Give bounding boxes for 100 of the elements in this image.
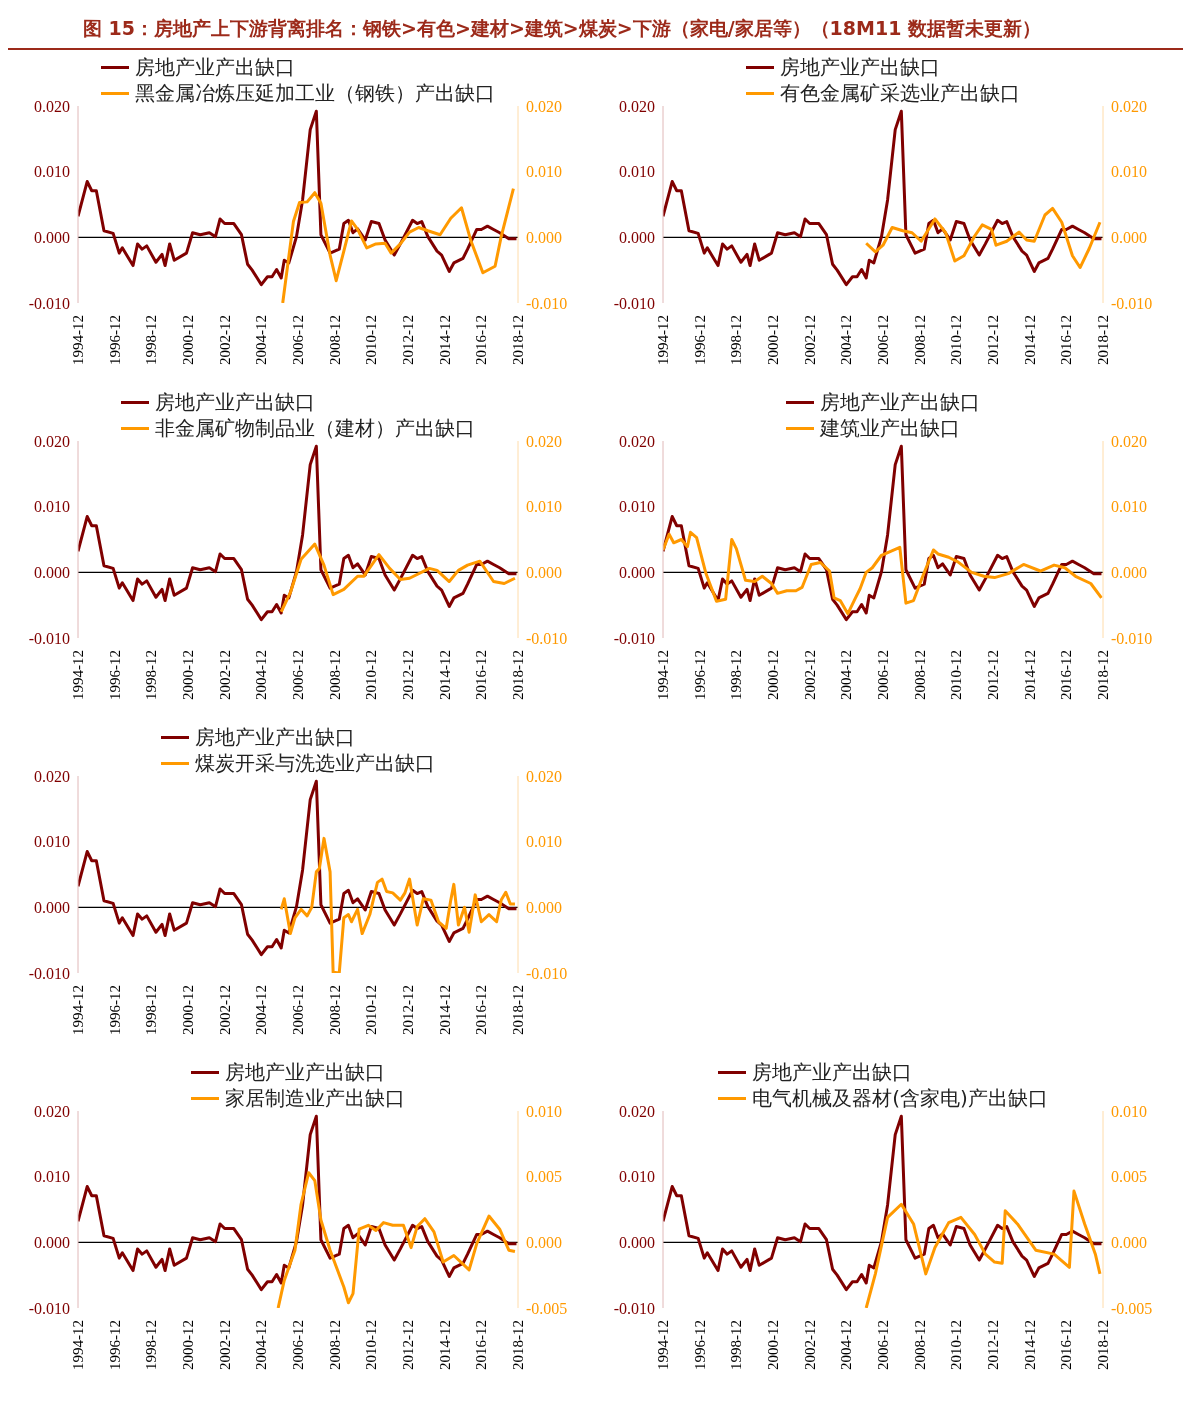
x-tick-label: 2006-12 (290, 985, 306, 1035)
y2-tick-label: -0.010 (526, 629, 568, 647)
y-tick-label: -0.010 (28, 294, 70, 312)
legend-label: 房地产业产出缺口 (780, 54, 940, 80)
line-series (663, 530, 1103, 616)
x-tick-label: 2010-12 (948, 650, 965, 700)
y2-tick-label: 0.010 (526, 163, 562, 181)
y-tick-label: -0.010 (613, 629, 655, 647)
y-tick-label: 0.010 (34, 1168, 70, 1186)
x-tick-label: 1994-12 (655, 315, 671, 365)
y2-tick-label: -0.010 (526, 964, 568, 982)
x-tick-label: 2016-12 (1058, 650, 1075, 700)
x-tick-label: 2004-12 (838, 1320, 855, 1370)
x-tick-label: 2002-12 (216, 1320, 233, 1370)
x-tick-label: 2006-12 (875, 650, 891, 700)
x-tick-label: 2014-12 (436, 1320, 453, 1370)
x-tick-label: 2014-12 (436, 650, 453, 700)
y2-tick-label: 0.020 (1111, 97, 1147, 115)
x-tick-label: 2012-12 (400, 985, 416, 1035)
x-tick-label: 2004-12 (253, 985, 270, 1035)
line-series (78, 444, 518, 622)
x-tick-label: 2012-12 (985, 650, 1001, 700)
y-tick-label: 0.000 (619, 1234, 655, 1252)
y-tick-label: -0.010 (28, 629, 70, 647)
y-tick-label: 0.020 (34, 767, 70, 785)
x-tick-label: 2008-12 (911, 650, 928, 700)
y2-tick-label: 0.005 (526, 1168, 562, 1186)
y-tick-label: 0.020 (619, 1102, 655, 1120)
x-tick-label: 1994-12 (70, 985, 86, 1035)
y-tick-label: 0.010 (619, 163, 655, 181)
y-tick-label: 0.020 (619, 97, 655, 115)
y-tick-label: 0.020 (34, 97, 70, 115)
y-tick-label: 0.000 (34, 564, 70, 582)
x-tick-label: 2006-12 (290, 650, 306, 700)
x-tick-label: 1996-12 (106, 650, 123, 700)
x-tick-label: 2010-12 (363, 985, 380, 1035)
x-tick-label: 2000-12 (180, 985, 196, 1035)
y-tick-label: 0.010 (619, 1168, 655, 1186)
x-tick-label: 2012-12 (400, 1320, 416, 1370)
legend-label: 煤炭开采与洗选业产出缺口 (195, 750, 435, 776)
y2-tick-label: 0.000 (1111, 1234, 1147, 1252)
y2-tick-label: -0.005 (526, 1299, 568, 1317)
x-tick-label: 2000-12 (765, 315, 781, 365)
x-tick-label: 2018-12 (510, 1320, 526, 1370)
x-tick-label: 2010-12 (363, 315, 380, 365)
x-tick-label: 1994-12 (70, 315, 86, 365)
y-tick-label: 0.010 (34, 498, 70, 516)
x-tick-label: 1998-12 (728, 1320, 745, 1370)
y-tick-label: 0.020 (34, 432, 70, 450)
y2-tick-label: 0.010 (1111, 1102, 1147, 1120)
x-tick-label: 1994-12 (655, 1320, 671, 1370)
x-tick-label: 2018-12 (510, 315, 526, 365)
y2-tick-label: 0.010 (526, 1102, 562, 1120)
y2-tick-label: -0.010 (1111, 629, 1153, 647)
y2-tick-label: -0.010 (1111, 294, 1153, 312)
legend-label: 房地产业产出缺口 (752, 1059, 913, 1085)
legend-label: 房地产业产出缺口 (135, 54, 295, 80)
x-tick-label: 1996-12 (691, 1320, 708, 1370)
x-tick-label: 2014-12 (436, 985, 453, 1035)
x-tick-label: 2008-12 (326, 1320, 343, 1370)
x-tick-label: 1996-12 (106, 1320, 123, 1370)
x-tick-label: 2008-12 (326, 650, 343, 700)
x-tick-label: 1998-12 (143, 985, 160, 1035)
y2-tick-label: 0.005 (1111, 1168, 1147, 1186)
line-series (663, 1114, 1103, 1292)
line-series (279, 542, 517, 614)
x-tick-label: 2002-12 (801, 650, 818, 700)
legend-label: 房地产业产出缺口 (155, 389, 315, 415)
x-tick-label: 2002-12 (216, 650, 233, 700)
line-series (663, 109, 1103, 287)
y-tick-label: 0.010 (619, 498, 655, 516)
y2-tick-label: 0.010 (1111, 498, 1147, 516)
x-tick-label: 2018-12 (510, 650, 526, 700)
x-tick-label: 2012-12 (400, 650, 416, 700)
legend-label: 房地产业产出缺口 (225, 1059, 385, 1085)
y2-tick-label: 0.010 (526, 833, 562, 851)
x-tick-label: 2006-12 (875, 1320, 891, 1370)
legend-label: 房地产业产出缺口 (195, 724, 355, 750)
x-tick-label: 2016-12 (1058, 1320, 1075, 1370)
x-tick-label: 2016-12 (473, 985, 490, 1035)
x-tick-label: 2000-12 (765, 650, 781, 700)
y-tick-label: 0.020 (34, 1102, 70, 1120)
x-tick-label: 2014-12 (1021, 1320, 1038, 1370)
x-tick-label: 2002-12 (216, 315, 233, 365)
y2-tick-label: 0.010 (526, 498, 562, 516)
x-tick-label: 2018-12 (1095, 315, 1111, 365)
y-tick-label: 0.000 (34, 229, 70, 247)
legend-label: 建筑业产出缺口 (820, 415, 960, 441)
x-tick-label: 1998-12 (143, 650, 160, 700)
text: 图 15：房地产上下游背离排名：钢铁>有色>建材>建筑>煤炭>下游（家电/家居等）（18M11 数据暂未更新） (8, 8, 1183, 50)
x-tick-label: 2008-12 (911, 1320, 928, 1370)
x-tick-label: 2006-12 (290, 315, 306, 365)
x-tick-label: 2008-12 (911, 315, 928, 365)
legend-label: 家居制造业产出缺口 (225, 1085, 405, 1111)
y-tick-label: -0.010 (613, 294, 655, 312)
x-tick-label: 2016-12 (1058, 315, 1075, 365)
x-tick-label: 2004-12 (253, 315, 270, 365)
x-tick-label: 1994-12 (70, 1320, 86, 1370)
y-tick-label: 0.010 (34, 163, 70, 181)
y-tick-label: -0.010 (613, 1299, 655, 1317)
